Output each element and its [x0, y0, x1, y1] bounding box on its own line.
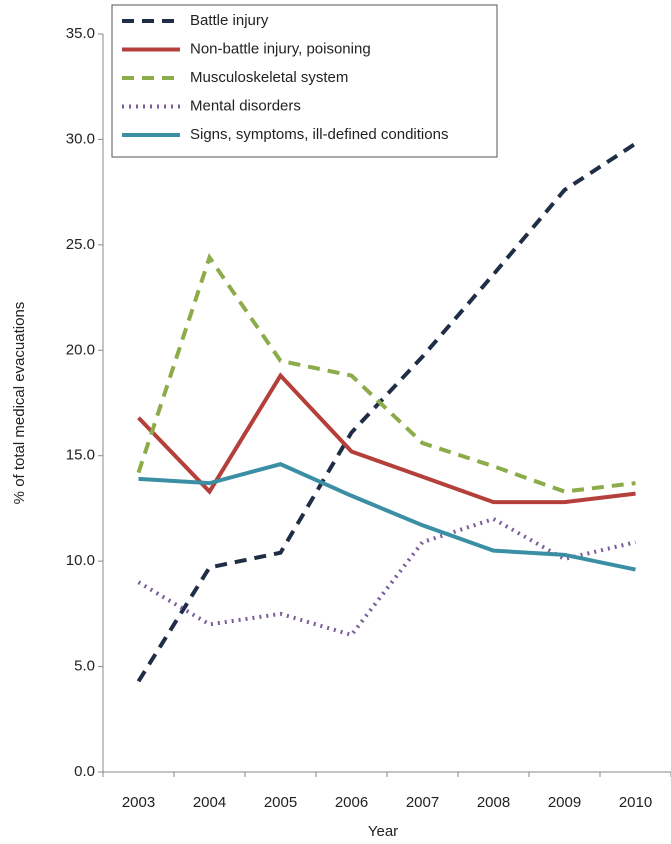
- series-line: [136, 253, 636, 494]
- y-tick-label: 25.0: [66, 236, 95, 253]
- y-axis-title: % of total medical evacuations: [11, 302, 28, 505]
- x-tick-label: 2005: [264, 794, 297, 811]
- series-line: [137, 372, 636, 505]
- y-tick-label: 10.0: [66, 552, 95, 569]
- y-tick-label: 30.0: [66, 130, 95, 147]
- x-tick-label: 2009: [548, 794, 581, 811]
- series-line: [136, 141, 637, 683]
- legend-label: Signs, symptoms, ill-defined conditions: [190, 126, 448, 143]
- x-tick-label: 2008: [477, 794, 510, 811]
- series-line: [138, 462, 636, 572]
- legend-label: Mental disorders: [190, 97, 301, 114]
- y-tick-label: 0.0: [74, 763, 95, 780]
- series-line: [137, 516, 636, 638]
- x-tick-label: 2010: [619, 794, 652, 811]
- y-tick-label: 35.0: [66, 25, 95, 42]
- x-tick-label: 2007: [406, 794, 439, 811]
- x-tick-label: 2004: [193, 794, 226, 811]
- y-tick-label: 15.0: [66, 447, 95, 464]
- legend-box: [111, 4, 498, 158]
- y-tick-label: 5.0: [74, 658, 95, 675]
- y-tick-label: 20.0: [66, 341, 95, 358]
- legend-label: Musculoskeletal system: [190, 69, 348, 86]
- x-axis-title: Year: [368, 823, 398, 840]
- x-tick-label: 2006: [335, 794, 368, 811]
- legend-label: Battle injury: [190, 12, 269, 29]
- x-tick-label: 2003: [122, 794, 155, 811]
- legend-label: Non-battle injury, poisoning: [190, 40, 371, 57]
